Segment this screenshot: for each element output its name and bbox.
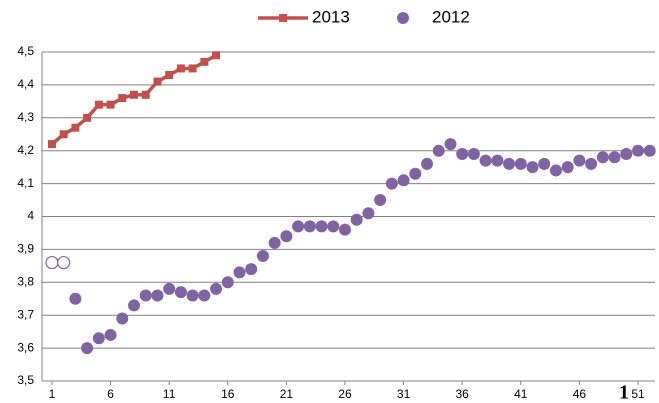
marker — [212, 51, 221, 60]
y-tick-label: 3,9 — [17, 242, 34, 256]
point — [421, 157, 434, 170]
point — [526, 161, 539, 174]
y-tick-label: 4,1 — [17, 176, 34, 190]
point — [303, 220, 316, 233]
point — [221, 276, 234, 289]
marker — [141, 90, 150, 99]
point — [596, 151, 609, 164]
point — [409, 167, 422, 180]
x-tick-label: 31 — [397, 387, 411, 401]
x-tick-label: 16 — [221, 387, 235, 401]
x-tick-label: 11 — [163, 387, 176, 401]
x-tick-label: 36 — [456, 387, 470, 401]
legend-label: 2013 — [312, 7, 350, 26]
point — [585, 157, 598, 170]
point — [292, 220, 305, 233]
point — [350, 213, 363, 226]
x-tick-label: 26 — [338, 387, 352, 401]
point — [467, 147, 480, 160]
y-tick-label: 4 — [27, 209, 34, 223]
point — [327, 220, 340, 233]
x-tick-label: 6 — [107, 387, 114, 401]
x-tick-label: 41 — [514, 387, 528, 401]
marker — [130, 90, 139, 99]
y-tick-label: 4,5 — [17, 44, 34, 58]
marker — [118, 94, 127, 103]
point — [151, 289, 164, 302]
y-tick-label: 4,4 — [17, 77, 34, 91]
x-tick-label: 21 — [280, 387, 294, 401]
legend-marker — [397, 12, 409, 24]
marker — [59, 130, 68, 139]
marker — [83, 113, 92, 122]
point — [245, 263, 258, 276]
point — [256, 249, 269, 262]
point — [92, 332, 105, 345]
point — [538, 157, 551, 170]
point — [374, 194, 387, 207]
y-tick-label: 3,6 — [17, 340, 34, 354]
point — [561, 161, 574, 174]
point — [549, 164, 562, 177]
point — [632, 144, 645, 157]
y-tick-label: 4,2 — [17, 143, 34, 157]
x-tick-label: 1 — [49, 387, 56, 401]
y-tick-label: 4,3 — [17, 110, 34, 124]
point — [432, 144, 445, 157]
point — [573, 154, 586, 167]
point — [81, 342, 94, 355]
marker — [153, 77, 162, 86]
point — [491, 154, 504, 167]
point — [280, 230, 293, 243]
point — [45, 255, 59, 270]
point — [186, 289, 199, 302]
point — [104, 328, 117, 341]
marker — [188, 64, 197, 73]
marker — [106, 100, 115, 109]
point — [643, 144, 656, 157]
point — [514, 157, 527, 170]
point — [315, 220, 328, 233]
point — [233, 266, 246, 279]
point — [69, 292, 82, 305]
legend-marker — [279, 14, 287, 22]
point — [128, 299, 141, 312]
point — [479, 154, 492, 167]
point — [174, 286, 187, 299]
point — [456, 147, 469, 160]
point — [397, 174, 410, 187]
point — [139, 289, 152, 302]
point — [620, 147, 633, 160]
point — [268, 236, 281, 249]
point — [338, 223, 351, 236]
point — [57, 255, 71, 270]
x-tick-label: 46 — [573, 387, 587, 401]
y-tick-label: 3,8 — [17, 274, 34, 288]
point — [362, 207, 375, 220]
marker — [200, 57, 209, 66]
annotation: 1 — [619, 382, 629, 403]
point — [444, 138, 457, 151]
point — [163, 282, 176, 295]
x-tick-label: 51 — [631, 387, 645, 401]
legend-label: 2012 — [432, 7, 470, 26]
y-tick-label: 3,5 — [17, 373, 34, 387]
y-tick-label: 3,7 — [17, 307, 34, 321]
marker — [47, 140, 56, 149]
point — [385, 177, 398, 190]
marker — [176, 64, 185, 73]
point — [210, 282, 223, 295]
point — [198, 289, 211, 302]
point — [116, 312, 129, 325]
point — [608, 151, 621, 164]
point — [503, 157, 516, 170]
marker — [165, 71, 174, 80]
marker — [94, 100, 103, 109]
marker — [71, 123, 80, 132]
